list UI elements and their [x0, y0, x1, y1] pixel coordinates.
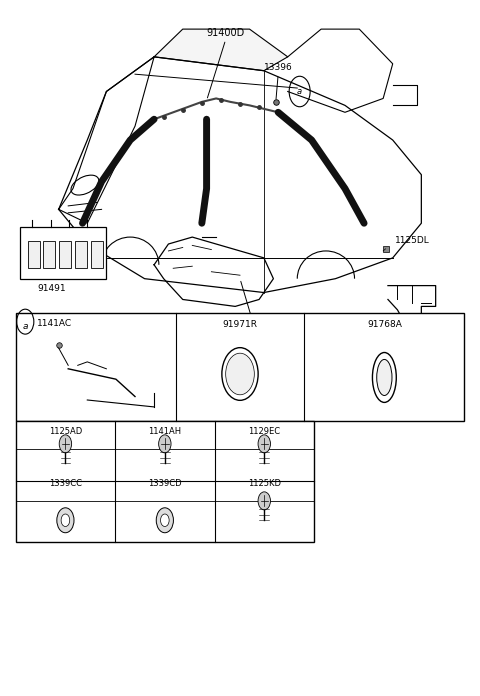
- Bar: [16, 313, 464, 421]
- Circle shape: [160, 514, 169, 526]
- Circle shape: [156, 508, 173, 532]
- Text: 1339CD: 1339CD: [148, 480, 181, 489]
- Circle shape: [258, 492, 270, 510]
- Text: 1125AD: 1125AD: [49, 427, 82, 436]
- Text: 1125DL: 1125DL: [395, 236, 430, 245]
- Text: a: a: [23, 322, 28, 331]
- FancyBboxPatch shape: [43, 241, 55, 268]
- Text: 91191F: 91191F: [262, 355, 295, 364]
- Circle shape: [57, 508, 74, 532]
- Text: 91768A: 91768A: [367, 320, 402, 329]
- Text: 1125KD: 1125KD: [248, 480, 281, 489]
- Circle shape: [158, 435, 171, 453]
- FancyBboxPatch shape: [91, 241, 103, 268]
- Text: 1339CC: 1339CC: [49, 480, 82, 489]
- Text: 1129EC: 1129EC: [248, 427, 280, 436]
- Text: 1141AC: 1141AC: [37, 319, 72, 328]
- Text: 91400D: 91400D: [206, 28, 245, 38]
- FancyBboxPatch shape: [59, 241, 71, 268]
- Text: 91931Y: 91931Y: [385, 317, 420, 326]
- Polygon shape: [154, 29, 288, 71]
- FancyBboxPatch shape: [28, 241, 39, 268]
- Circle shape: [258, 435, 270, 453]
- Bar: [16, 421, 314, 542]
- Text: 13396: 13396: [264, 63, 292, 72]
- Text: 1141AH: 1141AH: [148, 427, 181, 436]
- Ellipse shape: [377, 359, 392, 395]
- Circle shape: [61, 514, 70, 526]
- Text: 91491: 91491: [37, 284, 66, 293]
- Text: 91971R: 91971R: [223, 320, 257, 329]
- Circle shape: [59, 435, 72, 453]
- FancyBboxPatch shape: [75, 241, 87, 268]
- Text: a: a: [297, 87, 302, 96]
- FancyBboxPatch shape: [21, 227, 107, 278]
- Circle shape: [226, 353, 254, 395]
